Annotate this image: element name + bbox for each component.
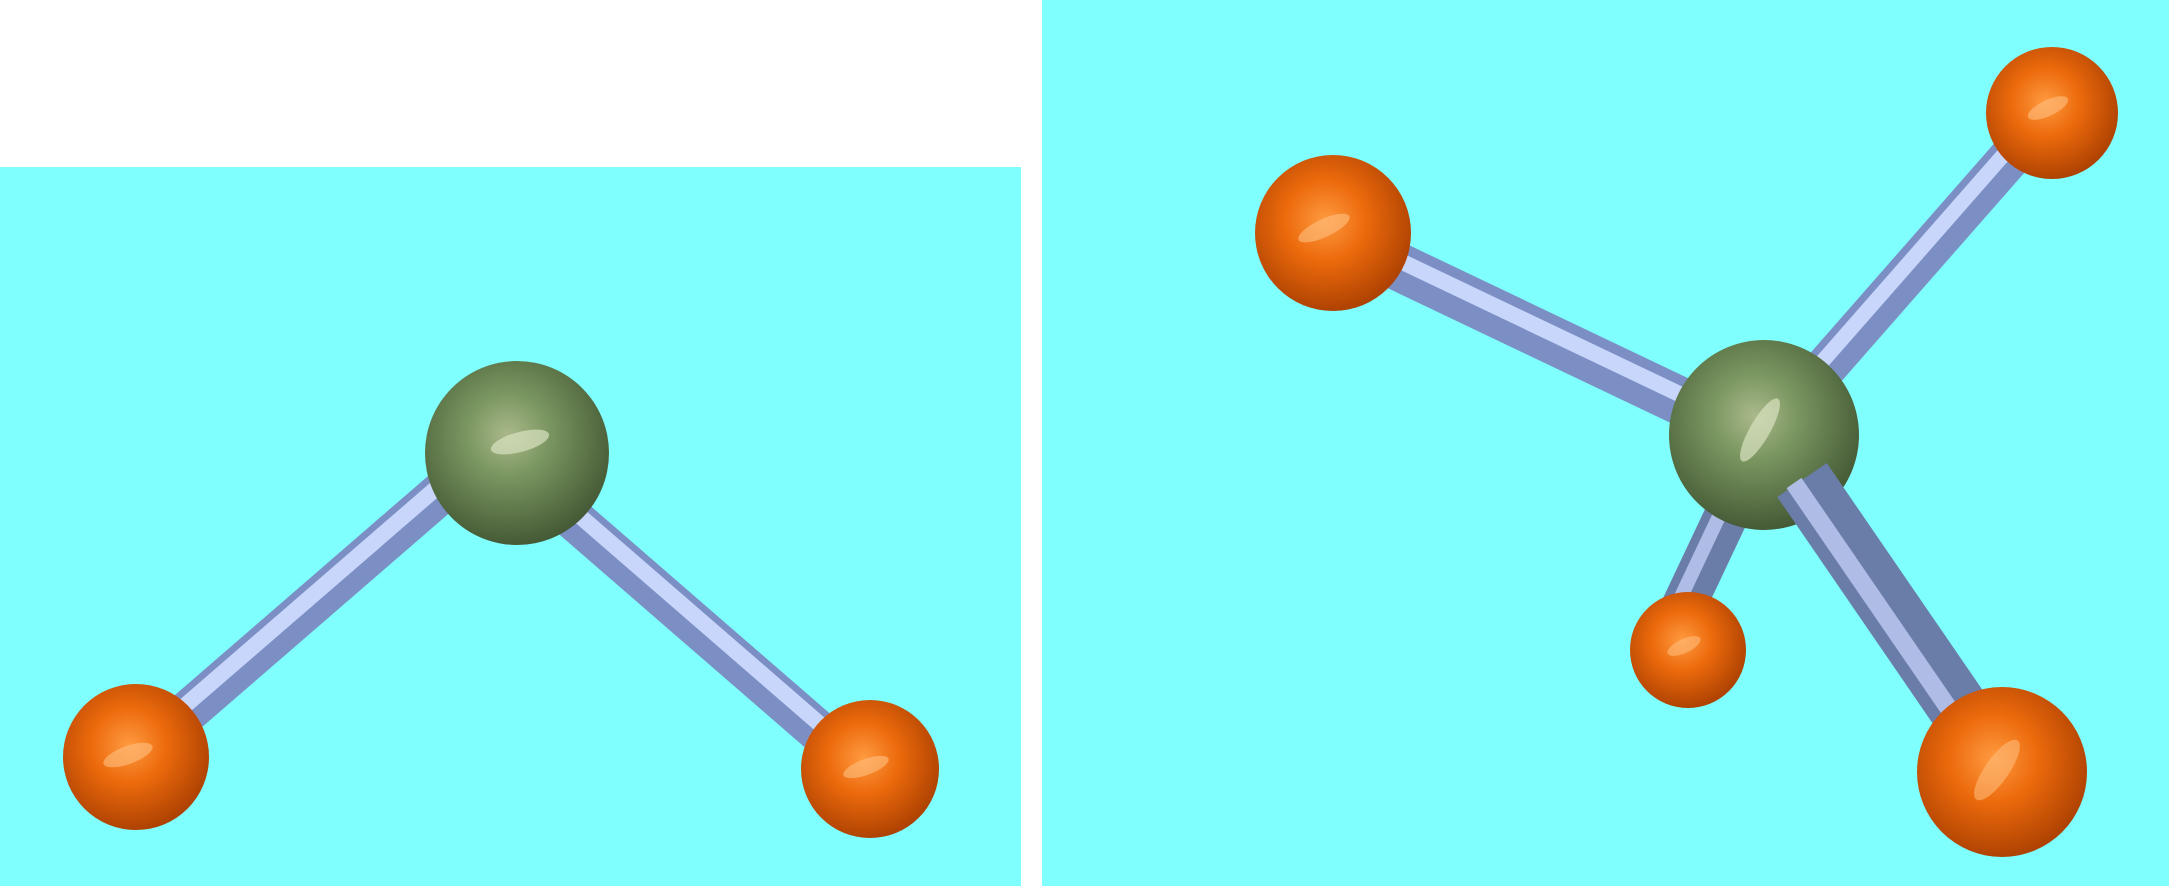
molecule-viewport-tetrahedral [1042,0,2169,886]
bond [133,454,481,763]
tetrahedral-molecule-model [1042,0,2169,886]
bent-molecule-model [0,167,1021,886]
terminal-atom [1917,687,2087,857]
terminal-atom [1986,47,2118,179]
terminal-atom [63,684,209,830]
bond [1777,463,2002,752]
molecule-viewport-bent [0,167,1021,886]
terminal-atom [1255,155,1411,311]
central-atom [425,361,609,545]
terminal-atom [801,700,939,838]
terminal-atom [1630,592,1746,708]
